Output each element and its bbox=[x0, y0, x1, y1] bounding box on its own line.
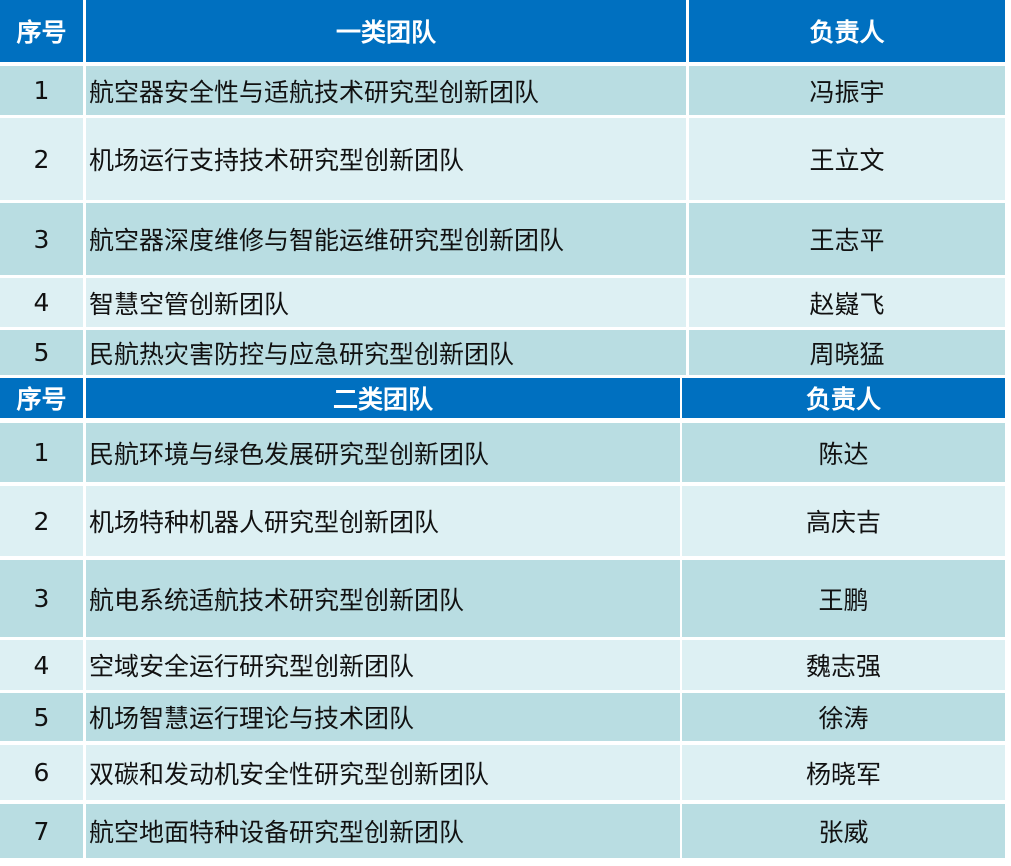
header-index: 序号 bbox=[0, 0, 83, 62]
cell-team: 航空地面特种设备研究型创新团队 bbox=[86, 804, 680, 858]
cell-index: 1 bbox=[0, 66, 83, 115]
cell-team: 航空器深度维修与智能运维研究型创新团队 bbox=[86, 203, 686, 275]
cell-index: 1 bbox=[0, 423, 83, 482]
cell-index: 2 bbox=[0, 486, 83, 556]
cell-leader: 杨晓军 bbox=[682, 745, 1005, 800]
cell-leader: 张威 bbox=[682, 804, 1005, 858]
header-leader: 负责人 bbox=[689, 0, 1005, 62]
cell-team: 民航热灾害防控与应急研究型创新团队 bbox=[86, 330, 686, 375]
cell-index: 4 bbox=[0, 278, 83, 327]
cell-leader: 王鹏 bbox=[682, 560, 1005, 637]
cell-leader: 赵嶷飞 bbox=[689, 278, 1005, 327]
cell-leader: 高庆吉 bbox=[682, 486, 1005, 556]
cell-index: 4 bbox=[0, 640, 83, 690]
cell-leader: 王立文 bbox=[689, 118, 1005, 200]
cell-index: 6 bbox=[0, 745, 83, 800]
cell-team: 民航环境与绿色发展研究型创新团队 bbox=[86, 423, 680, 482]
cell-index: 7 bbox=[0, 804, 83, 858]
cell-team: 航空器安全性与适航技术研究型创新团队 bbox=[86, 66, 686, 115]
cell-leader: 冯振宇 bbox=[689, 66, 1005, 115]
cell-index: 2 bbox=[0, 118, 83, 200]
cell-team: 智慧空管创新团队 bbox=[86, 278, 686, 327]
cell-leader: 周晓猛 bbox=[689, 330, 1005, 375]
cell-team: 机场特种机器人研究型创新团队 bbox=[86, 486, 680, 556]
cell-leader: 陈达 bbox=[682, 423, 1005, 482]
cell-team: 空域安全运行研究型创新团队 bbox=[86, 640, 680, 690]
cell-index: 5 bbox=[0, 330, 83, 375]
cell-leader: 王志平 bbox=[689, 203, 1005, 275]
cell-index: 3 bbox=[0, 203, 83, 275]
cell-index: 3 bbox=[0, 560, 83, 637]
cell-leader: 徐涛 bbox=[682, 693, 1005, 741]
cell-index: 5 bbox=[0, 693, 83, 741]
cell-team: 航电系统适航技术研究型创新团队 bbox=[86, 560, 680, 637]
cell-team: 机场智慧运行理论与技术团队 bbox=[86, 693, 680, 741]
header-leader: 负责人 bbox=[682, 378, 1005, 418]
cell-team: 双碳和发动机安全性研究型创新团队 bbox=[86, 745, 680, 800]
cell-leader: 魏志强 bbox=[682, 640, 1005, 690]
header-team: 一类团队 bbox=[86, 0, 686, 62]
header-index: 序号 bbox=[0, 378, 83, 418]
header-team: 二类团队 bbox=[86, 378, 680, 418]
cell-team: 机场运行支持技术研究型创新团队 bbox=[86, 118, 686, 200]
